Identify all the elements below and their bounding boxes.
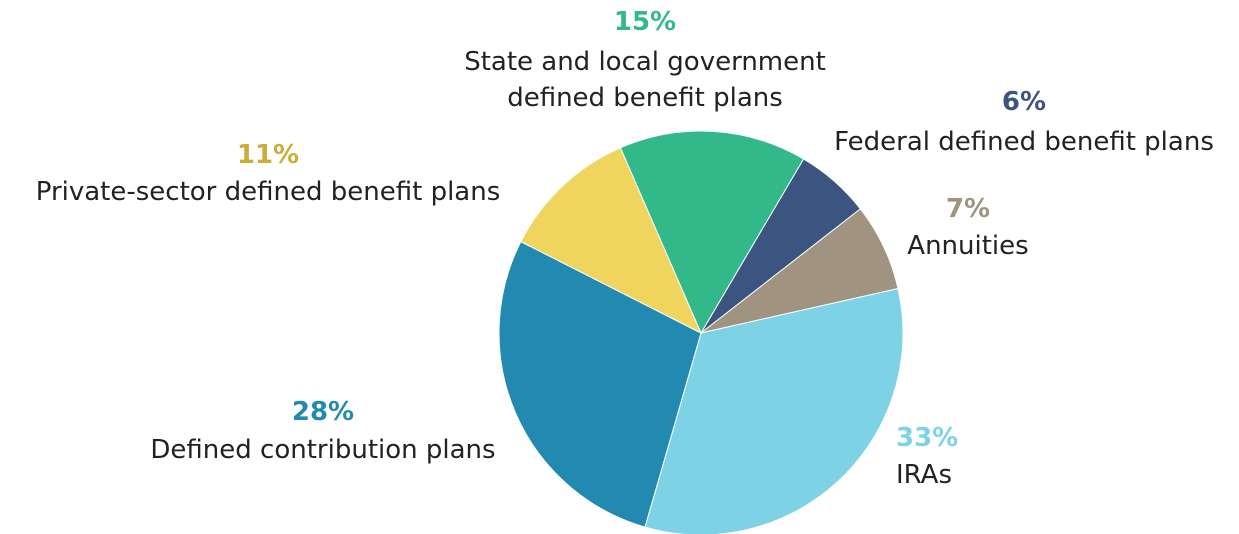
pie-slice-iras <box>644 287 904 534</box>
label-federal: Federal defined benefit plans <box>834 127 1214 157</box>
label-iras: IRAs <box>896 460 952 490</box>
pct-label-private: 11% <box>237 140 299 170</box>
pie-slices <box>498 130 904 534</box>
pie-slice-dc <box>498 240 702 528</box>
pct-label-state-local: 15% <box>614 7 676 37</box>
pct-label-federal: 6% <box>1002 87 1046 117</box>
pct-label-iras: 33% <box>896 423 958 453</box>
label-dc: Defined contribution plans <box>150 435 495 465</box>
pct-label-dc: 28% <box>292 397 354 427</box>
label-private: Private-sector defined benefit plans <box>36 177 501 207</box>
pie-slice-private <box>520 147 703 335</box>
label-state-local-line1: State and local government <box>464 47 826 77</box>
label-state-local-line2: defined benefit plans <box>507 83 783 113</box>
label-annuities: Annuities <box>907 231 1028 261</box>
pct-label-annuities: 7% <box>946 194 990 224</box>
pie-slice-state-local <box>619 130 805 335</box>
